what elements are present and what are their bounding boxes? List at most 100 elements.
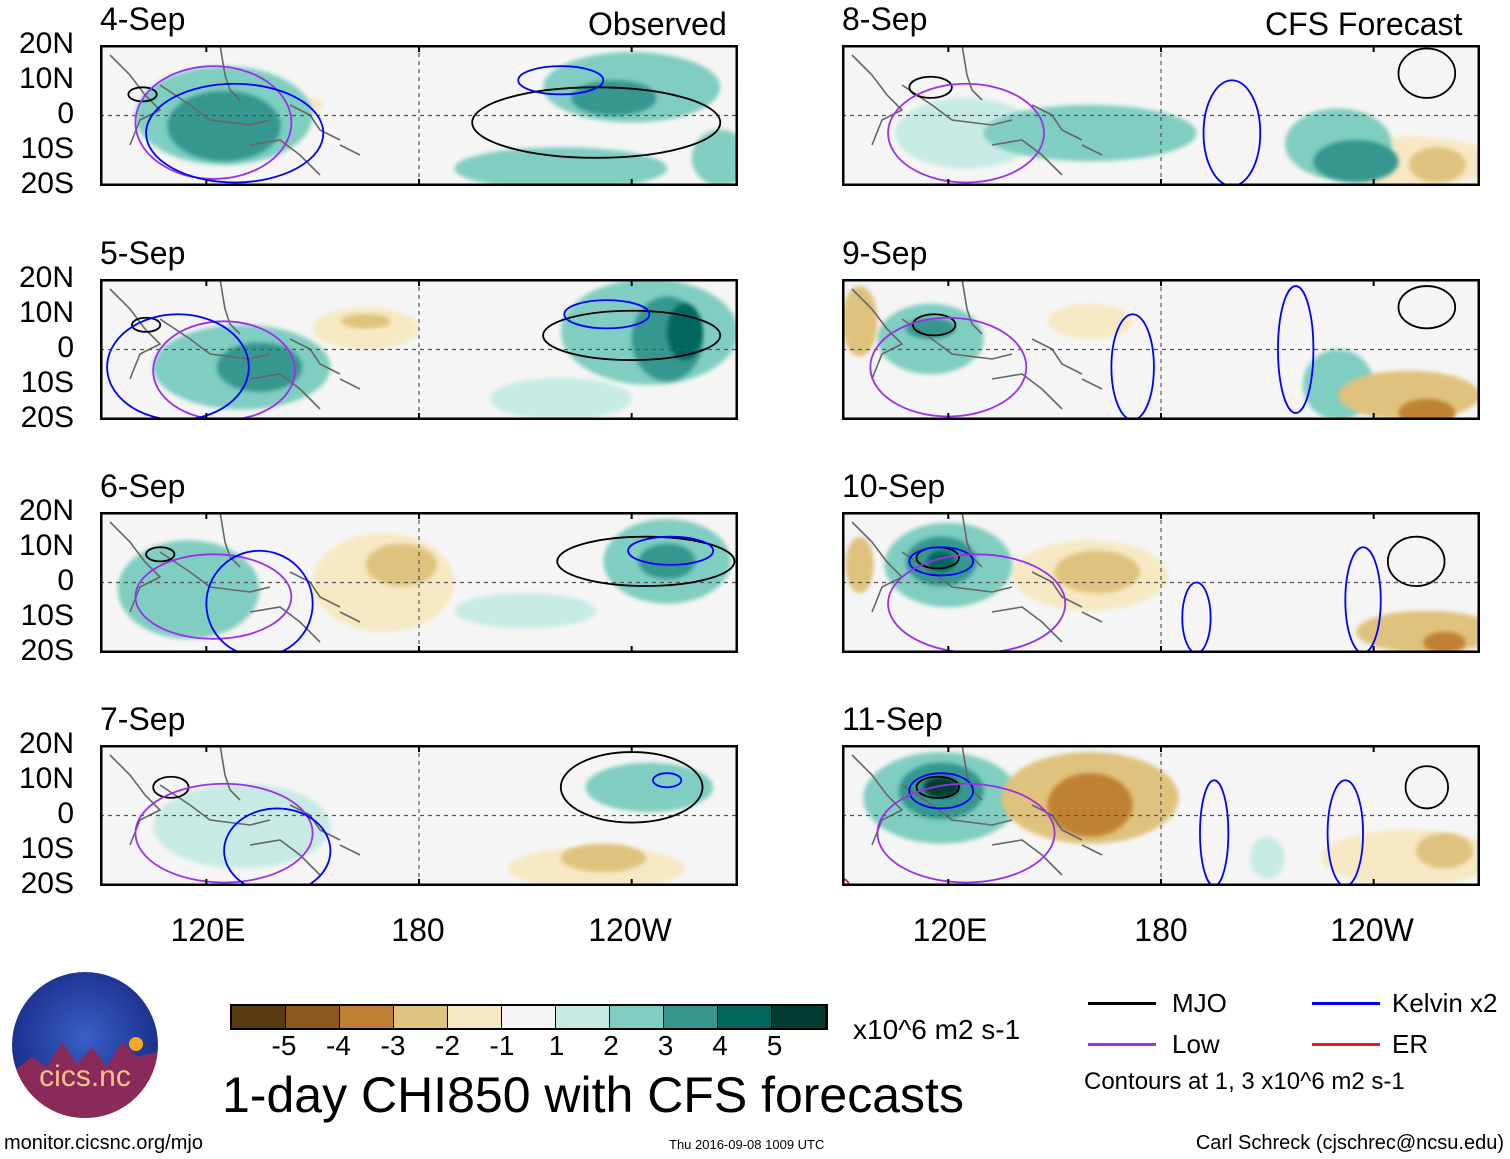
panel-date: 5-Sep bbox=[100, 235, 186, 271]
lat-label: 0 bbox=[57, 564, 74, 597]
mjo-contour bbox=[145, 546, 176, 563]
chi-anomaly-region bbox=[1249, 836, 1286, 879]
chi-anomaly-region bbox=[216, 342, 303, 392]
low-contour bbox=[134, 782, 314, 884]
kelvin-contour bbox=[1199, 779, 1230, 886]
kelvin-contour bbox=[908, 772, 975, 810]
kelvin-contour bbox=[563, 299, 651, 330]
chi-anomaly-region bbox=[571, 80, 657, 116]
lat-label: 10N bbox=[18, 762, 74, 795]
lon-label-180-right: 180 bbox=[1134, 912, 1188, 948]
kelvin-contour bbox=[1110, 313, 1155, 420]
mjo-contour bbox=[542, 309, 722, 361]
colorbar-swatch bbox=[394, 1006, 448, 1028]
chi-anomaly-region bbox=[1409, 147, 1466, 183]
er-legend-line bbox=[1312, 1043, 1380, 1046]
lat-label: 20S bbox=[20, 634, 74, 667]
lat-label: 10S bbox=[20, 132, 74, 165]
chi-anomaly-region bbox=[845, 536, 874, 594]
coastline bbox=[109, 45, 361, 176]
lat-label: 20N bbox=[18, 261, 74, 294]
panel-date: 9-Sep bbox=[842, 235, 928, 271]
chi-anomaly-region bbox=[1423, 631, 1466, 653]
mjo-contour bbox=[1404, 765, 1449, 810]
logo-text: cics.nc bbox=[39, 1060, 131, 1093]
colorbar-tick-label: -5 bbox=[271, 1030, 297, 1061]
colorbar-swatch bbox=[718, 1006, 772, 1028]
lat-label: 0 bbox=[57, 331, 74, 364]
colorbar bbox=[230, 1004, 828, 1030]
mjo-contour bbox=[127, 86, 158, 103]
mjo-contour bbox=[1397, 285, 1457, 330]
lat-label: 0 bbox=[57, 97, 74, 130]
er-legend-label: ER bbox=[1392, 1029, 1429, 1059]
low-contour bbox=[887, 553, 1067, 653]
colorbar-swatch bbox=[664, 1006, 718, 1028]
map-panel bbox=[842, 45, 1480, 186]
mjo-contour bbox=[559, 751, 704, 824]
map-panel bbox=[100, 745, 738, 886]
panel-date: 6-Sep bbox=[100, 468, 186, 504]
mjo-legend-label: MJO bbox=[1172, 988, 1227, 1018]
lat-label: 10S bbox=[20, 832, 74, 865]
chi-anomaly-region bbox=[1047, 773, 1133, 837]
colorbar-swatch bbox=[448, 1006, 502, 1028]
mjo-contour bbox=[908, 75, 953, 99]
lat-label: 10N bbox=[18, 62, 74, 95]
coastline bbox=[851, 279, 1103, 410]
lat-label: 20N bbox=[18, 27, 74, 60]
mjo-contour bbox=[131, 316, 162, 333]
colorbar-swatch bbox=[556, 1006, 610, 1028]
colorbar-swatch bbox=[502, 1006, 556, 1028]
lat-label: 20S bbox=[20, 867, 74, 900]
colorbar-swatch bbox=[286, 1006, 340, 1028]
kelvin-contour bbox=[205, 549, 314, 653]
low-contour bbox=[887, 82, 1045, 184]
kelvin-contour bbox=[106, 313, 250, 420]
kelvin-contour bbox=[652, 772, 683, 789]
low-contour bbox=[876, 782, 1056, 884]
mjo-contour bbox=[1397, 47, 1457, 99]
kelvin-contour bbox=[517, 65, 605, 96]
observed-label: Observed bbox=[588, 6, 727, 42]
kelvin-contour bbox=[1181, 581, 1212, 653]
chi-anomaly-region bbox=[585, 762, 714, 812]
panel-date: 7-Sep bbox=[100, 701, 186, 737]
colorbar-tick-label: 3 bbox=[657, 1030, 674, 1061]
map-panel bbox=[100, 279, 738, 420]
chi-anomaly-region bbox=[1313, 140, 1399, 183]
map-panel bbox=[100, 512, 738, 653]
colorbar-tick-label: -4 bbox=[326, 1030, 351, 1061]
coastline bbox=[109, 279, 361, 410]
lon-label-180-left: 180 bbox=[391, 912, 445, 948]
coastline bbox=[851, 512, 1103, 643]
kelvin-contour bbox=[1277, 285, 1315, 414]
lon-label-120e-left: 120E bbox=[170, 912, 246, 948]
lon-label-120w-right: 120W bbox=[1330, 912, 1414, 948]
chi-anomaly-region bbox=[312, 307, 419, 350]
colorbar-units: x10^6 m2 s-1 bbox=[853, 1014, 1021, 1045]
footer-url[interactable]: monitor.cicsnc.org/mjo bbox=[4, 1132, 203, 1154]
lat-label: 20S bbox=[20, 167, 74, 200]
figure-title: 1-day CHI850 with CFS forecasts bbox=[222, 1067, 964, 1123]
panel-date: 10-Sep bbox=[842, 468, 946, 504]
chi-anomaly-region bbox=[153, 783, 331, 869]
chi-anomaly-region bbox=[489, 377, 632, 420]
chi-anomaly-region bbox=[1416, 833, 1473, 869]
chi-anomaly-region bbox=[923, 776, 959, 798]
lat-label: 20S bbox=[20, 401, 74, 434]
chi-anomaly-region bbox=[842, 286, 878, 357]
colorbar-swatch bbox=[610, 1006, 664, 1028]
footer-timestamp: Thu 2016-09-08 1009 UTC bbox=[669, 1137, 825, 1152]
chi-anomaly-region bbox=[560, 843, 646, 872]
kelvin-contour bbox=[223, 807, 332, 886]
mjo-legend-line bbox=[1088, 1002, 1156, 1005]
colorbar-swatch bbox=[340, 1006, 394, 1028]
colorbar-tick-label: 5 bbox=[766, 1030, 783, 1061]
low-contour bbox=[134, 553, 293, 640]
lat-label: 0 bbox=[57, 797, 74, 830]
map-panel bbox=[842, 745, 1480, 886]
chi-anomaly-region bbox=[365, 543, 437, 587]
colorbar-tick-label: 1 bbox=[548, 1030, 565, 1061]
kelvin-contour bbox=[627, 535, 715, 566]
